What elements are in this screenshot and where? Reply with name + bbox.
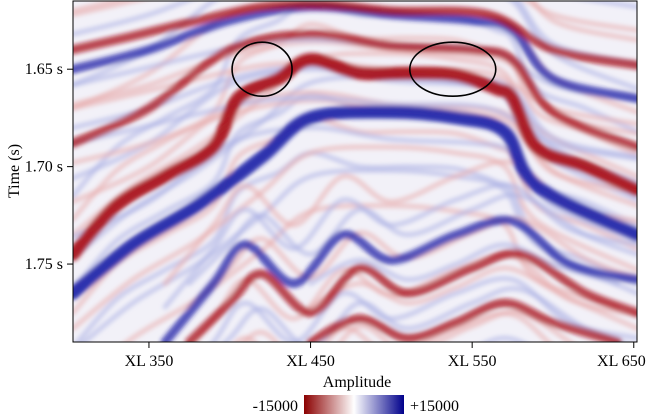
horizon-red (184, 248, 637, 342)
texture-stripe (186, 192, 637, 286)
amplitude-horizons (73, 1, 637, 342)
texture-stripe (222, 286, 628, 342)
horizon-red (73, 29, 637, 152)
texture-stripe (73, 37, 637, 103)
annotation-ellipses (231, 41, 497, 97)
horizon-blue (73, 105, 637, 300)
y-axis-label: Time (s) (6, 144, 23, 198)
texture-stripe (73, 95, 637, 162)
colorbar-min-label: -15000 (253, 398, 298, 415)
texture-stripe (242, 309, 574, 342)
texture-stripe (308, 265, 621, 310)
y-tick-label: 1.70 s (25, 159, 63, 176)
texture-stripe (190, 252, 637, 342)
x-tick-label: XL 550 (448, 353, 497, 370)
annotation-ellipse (408, 41, 497, 97)
horizon-red (73, 53, 637, 261)
texture-stripe (73, 1, 637, 66)
y-axis: 1.65 s 1.70 s 1.75 s (25, 61, 73, 273)
horizon-red (306, 298, 623, 342)
texture-stripe (73, 1, 637, 33)
texture-stripe (308, 242, 621, 286)
x-tick-label: XL 450 (286, 353, 335, 370)
colorbar-max-label: +15000 (410, 398, 459, 415)
seismic-section (72, 0, 638, 343)
x-tick-label: XL 650 (597, 353, 646, 370)
colorbar: Amplitude -15000 +15000 (253, 374, 459, 415)
y-tick-label: 1.65 s (25, 61, 63, 78)
plot-frame (72, 0, 638, 343)
texture-stripe (73, 144, 637, 331)
colorbar-gradient (304, 395, 404, 414)
horizon-blue (160, 215, 637, 342)
colorbar-label: Amplitude (323, 374, 391, 391)
annotation-ellipse (231, 41, 293, 97)
x-tick-label: XL 350 (125, 353, 174, 370)
horizon-red (73, 1, 637, 70)
x-axis: XL 350 XL 450 XL 550 XL 650 (125, 342, 646, 370)
y-tick-label: 1.75 s (25, 256, 63, 273)
texture-stripe (233, 311, 552, 342)
